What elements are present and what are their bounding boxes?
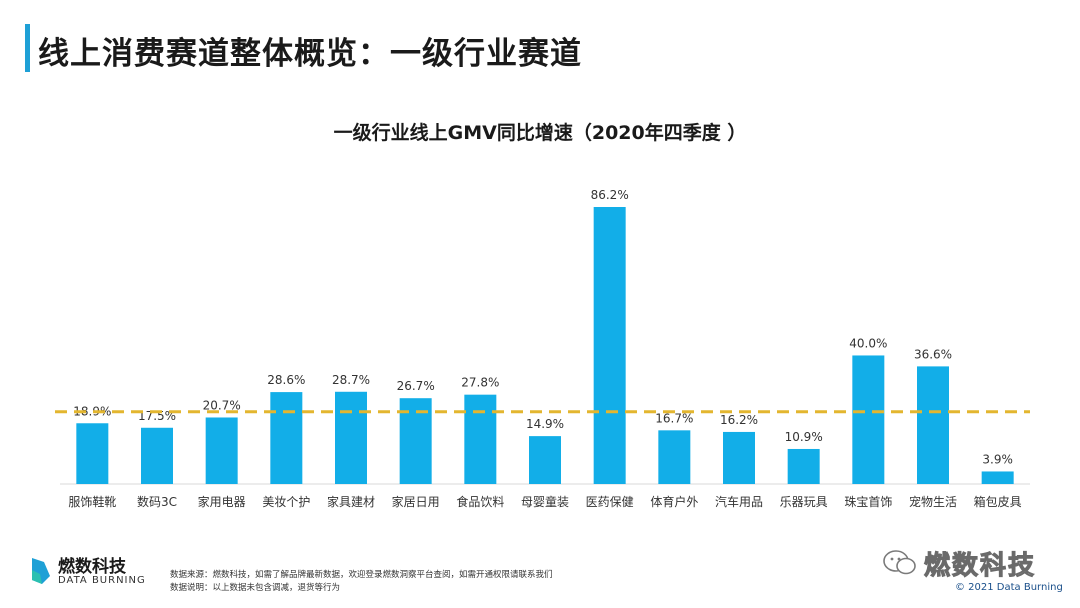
bar-value-label: 40.0%	[849, 336, 887, 350]
wechat-account-name: 燃数科技	[923, 550, 1037, 581]
brand-subtitle: DATA BURNING	[58, 575, 146, 586]
bar-6	[464, 394, 497, 484]
bar-value-label: 16.2%	[720, 413, 758, 427]
bar-value-label: 36.6%	[914, 347, 952, 361]
category-label: 家居日用	[392, 494, 440, 509]
wechat-icon	[883, 550, 916, 575]
bar-8	[593, 207, 626, 484]
category-label: 家用电器	[198, 494, 246, 509]
category-label: 服饰鞋靴	[68, 494, 116, 509]
bar-9	[658, 430, 691, 484]
source-note: 数据来源：燃数科技，如需了解品牌最新数据，欢迎登录燃数洞察平台查阅，如需开通权限…	[170, 570, 553, 580]
bar-4	[335, 391, 367, 484]
category-label: 母婴童装	[521, 494, 569, 509]
copyright: © 2021 Data Burning	[955, 582, 1063, 593]
category-label: 体育户外	[650, 494, 698, 509]
category-label: 珠宝首饰	[844, 495, 892, 509]
bar-13	[917, 366, 949, 484]
bar-value-label: 86.2%	[591, 188, 629, 202]
wechat-watermark: 燃数科技	[882, 548, 1036, 581]
category-label: 美妆个护	[262, 495, 310, 509]
bar-10	[723, 431, 755, 484]
bar-value-label: 28.6%	[267, 373, 305, 387]
bar-7	[529, 436, 561, 484]
bar-value-label: 14.9%	[526, 417, 564, 431]
chart-title: 一级行业线上GMV同比增速（2020年四季度 ）	[333, 122, 747, 144]
data-note: 数据说明：以上数据未包含调减，退货等行为	[170, 583, 341, 593]
category-label: 箱包皮具	[974, 494, 1022, 509]
bar-value-label: 26.7%	[397, 379, 435, 393]
bar-value-label: 18.9%	[73, 404, 111, 418]
bar-value-label: 3.9%	[982, 452, 1013, 466]
bar-value-label: 17.5%	[138, 409, 176, 423]
category-label: 家具建材	[327, 494, 375, 509]
title-accent-bar	[25, 24, 30, 72]
category-label: 宠物生活	[909, 494, 957, 509]
bar-11	[787, 448, 820, 484]
category-label: 乐器玩具	[780, 495, 828, 509]
brand-name: 燃数科技	[58, 557, 126, 577]
data-burning-logo-icon	[32, 558, 50, 584]
category-label: 汽车用品	[715, 494, 763, 509]
bar-3	[270, 392, 303, 484]
bar-value-label: 28.7%	[332, 373, 370, 387]
category-label: 医药保健	[586, 495, 634, 509]
bar-value-label: 27.8%	[461, 376, 499, 390]
bar-2	[205, 417, 238, 484]
category-label: 数码3C	[137, 494, 177, 509]
bar-value-label: 10.9%	[785, 430, 823, 444]
bar-value-label: 16.7%	[655, 411, 693, 425]
bar-14	[981, 471, 1014, 484]
bar-value-label: 20.7%	[203, 398, 241, 412]
category-label: 食品饮料	[456, 494, 504, 509]
bar-0	[76, 423, 109, 484]
bar-1	[141, 427, 173, 484]
page-title: 线上消费赛道整体概览：一级行业赛道	[38, 36, 582, 72]
bar-12	[852, 355, 885, 484]
